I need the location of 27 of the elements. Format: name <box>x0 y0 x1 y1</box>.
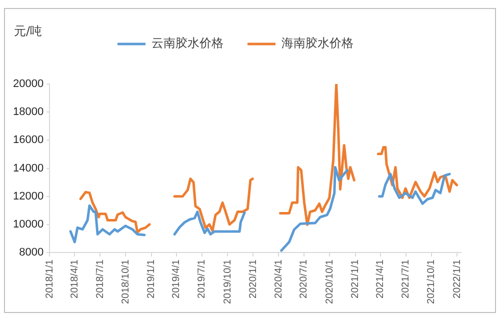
x-tick-label: 2021/7/1 <box>400 259 412 298</box>
y-axis-title: 元/吨 <box>14 24 42 38</box>
y-tick-label: 12000 <box>12 190 44 202</box>
x-tick-label: 2022/1/1 <box>452 259 463 298</box>
legend-label: 云南胶水价格 <box>152 36 224 50</box>
x-tick-label: 2019/10/1 <box>222 259 234 304</box>
x-tick-label: 2018/1/1 <box>44 259 56 298</box>
y-tick-label: 16000 <box>12 134 44 146</box>
y-tick-label: 20000 <box>12 78 44 90</box>
x-tick-label: 2019/4/1 <box>171 259 182 298</box>
x-tick-label: 2018/10/1 <box>120 259 132 304</box>
x-tick-label: 2020/4/1 <box>273 259 284 298</box>
x-tick-label: 2018/4/1 <box>69 259 80 298</box>
x-tick-label: 2020/10/1 <box>324 259 336 304</box>
x-tick-label: 2020/7/1 <box>298 259 310 298</box>
x-tick-label: 2019/1/1 <box>146 259 158 298</box>
x-tick-label: 2019/7/1 <box>196 259 208 298</box>
y-tick-label: 10000 <box>12 218 44 230</box>
x-tick-label: 2020/1/1 <box>248 259 259 298</box>
x-tick-label: 2018/7/1 <box>94 259 106 298</box>
y-tick-label: 8000 <box>19 246 44 259</box>
x-tick-label: 2021/4/1 <box>375 259 386 298</box>
x-tick-label: 2021/1/1 <box>350 259 362 298</box>
y-tick-label: 18000 <box>12 106 44 118</box>
y-tick-label: 14000 <box>12 162 44 174</box>
legend-label: 海南胶水价格 <box>282 36 354 50</box>
x-tick-label: 2021/10/1 <box>426 259 438 304</box>
